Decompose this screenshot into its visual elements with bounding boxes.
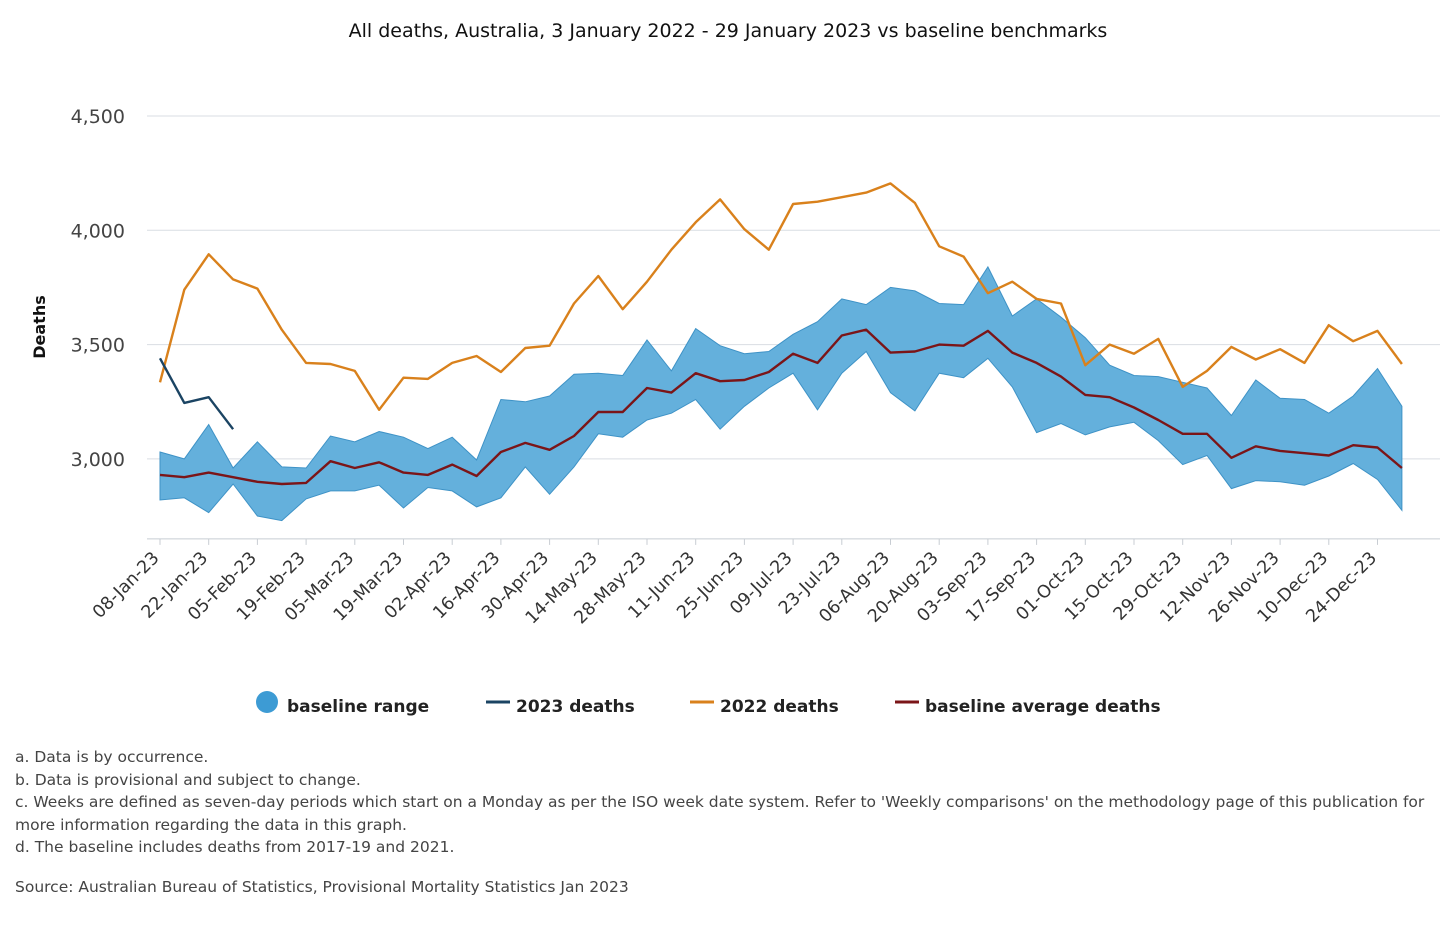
y-tick-label: 4,000 [71,220,125,242]
legend-label-baseline-range: baseline range [287,697,429,717]
series-line-baseline-average-deaths [159,328,1403,486]
series-line-2023-deaths [158,357,235,430]
legend-swatch-baseline-range [256,691,278,713]
y-tick-label: 3,000 [71,449,125,471]
y-axis-label: Deaths [30,295,49,359]
footnotes: a. Data is by occurrence. b. Data is pro… [15,746,1445,859]
footnote-a: a. Data is by occurrence. [15,748,209,766]
footnote-d: d. The baseline includes deaths from 201… [15,838,455,856]
footnote-c: c. Weeks are defined as seven-day period… [15,793,1425,834]
footnote-b: b. Data is provisional and subject to ch… [15,770,361,789]
plot-area [158,182,1403,522]
y-tick-label: 3,500 [71,335,125,357]
source-note: Source: Australian Bureau of Statistics,… [15,878,629,896]
x-axis: 08-Jan-2322-Jan-2305-Feb-2319-Feb-2305-M… [89,538,1381,628]
legend-label-2022-deaths: 2022 deaths [720,697,839,717]
legend: baseline range 2023 deaths 2022 deaths base… [256,691,1161,717]
legend-label-2023-deaths: 2023 deaths [516,697,635,717]
y-tick-label: 4,500 [71,106,125,128]
y-axis: 3,000 3,500 4,000 4,500 [71,106,125,471]
baseline-range-band [159,265,1403,522]
legend-label-baseline-average-deaths: baseline average deaths [925,697,1161,717]
chart-title: All deaths, Australia, 3 January 2022 - … [349,20,1108,42]
series-line-2022-deaths [158,182,1403,411]
chart: All deaths, Australia, 3 January 2022 - … [30,20,1440,717]
